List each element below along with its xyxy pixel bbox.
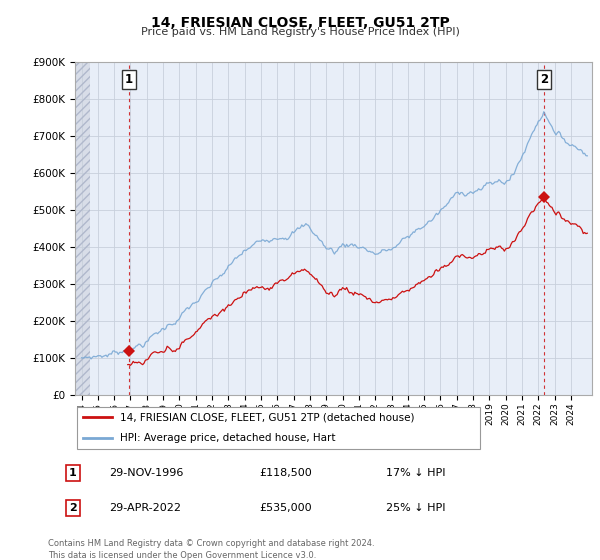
- FancyBboxPatch shape: [77, 407, 480, 449]
- Text: 2: 2: [539, 73, 548, 86]
- Bar: [75, 62, 89, 395]
- Text: Price paid vs. HM Land Registry's House Price Index (HPI): Price paid vs. HM Land Registry's House …: [140, 27, 460, 37]
- Text: £118,500: £118,500: [259, 468, 312, 478]
- Text: 1: 1: [125, 73, 133, 86]
- Text: 1: 1: [69, 468, 77, 478]
- Text: 29-NOV-1996: 29-NOV-1996: [109, 468, 183, 478]
- Text: HPI: Average price, detached house, Hart: HPI: Average price, detached house, Hart: [120, 433, 335, 444]
- Text: 2: 2: [69, 503, 77, 513]
- Text: 29-APR-2022: 29-APR-2022: [109, 503, 181, 513]
- Text: 17% ↓ HPI: 17% ↓ HPI: [386, 468, 445, 478]
- Text: 14, FRIESIAN CLOSE, FLEET, GU51 2TP (detached house): 14, FRIESIAN CLOSE, FLEET, GU51 2TP (det…: [120, 412, 415, 422]
- Text: 14, FRIESIAN CLOSE, FLEET, GU51 2TP: 14, FRIESIAN CLOSE, FLEET, GU51 2TP: [151, 16, 449, 30]
- Text: 25% ↓ HPI: 25% ↓ HPI: [386, 503, 445, 513]
- Text: £535,000: £535,000: [259, 503, 312, 513]
- Text: Contains HM Land Registry data © Crown copyright and database right 2024.
This d: Contains HM Land Registry data © Crown c…: [48, 539, 374, 559]
- Bar: [75, 62, 89, 395]
